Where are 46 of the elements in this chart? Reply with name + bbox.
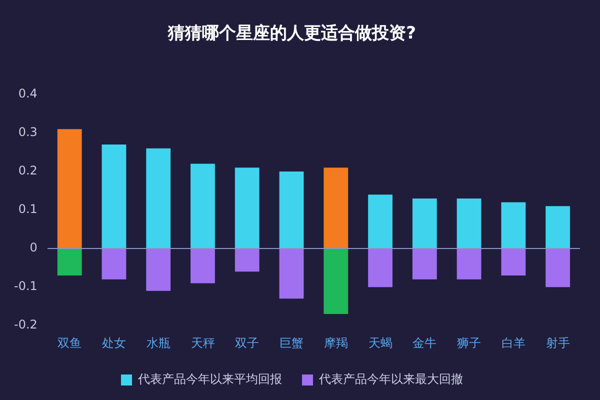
bar <box>279 171 304 248</box>
bar <box>57 129 82 248</box>
x-tick-label: 处女 <box>102 336 126 350</box>
y-tick-label: 0.2 <box>18 164 38 178</box>
bar <box>57 249 82 276</box>
bar <box>102 144 126 248</box>
x-tick-label: 天秤 <box>190 336 215 350</box>
x-tick-label: 双子 <box>235 336 260 350</box>
y-tick-label: -0.1 <box>14 279 38 294</box>
bar <box>412 198 437 248</box>
bar <box>102 249 126 280</box>
bar <box>324 168 348 248</box>
bar <box>501 202 526 248</box>
bar <box>324 249 348 314</box>
bar <box>190 164 215 248</box>
bar <box>146 249 171 291</box>
legend-label: 代表产品今年以来最大回撤 <box>318 372 463 386</box>
legend-label: 代表产品今年以来平均回报 <box>137 372 282 386</box>
x-tick-label: 摩羯 <box>324 336 348 350</box>
bar <box>190 249 215 284</box>
bar <box>234 168 260 248</box>
x-tick-label: 狮子 <box>457 336 482 350</box>
bar <box>546 249 570 288</box>
chart-title: 猜猜哪个星座的人更适合做投资? <box>167 24 416 44</box>
bar <box>501 249 526 276</box>
bar <box>368 249 392 288</box>
x-tick-label: 双鱼 <box>58 336 82 350</box>
y-tick-label: 0.4 <box>18 86 38 101</box>
y-tick-label: 0.1 <box>18 202 38 216</box>
bar <box>146 148 171 248</box>
x-tick-label: 射手 <box>546 336 570 350</box>
bar <box>412 249 437 280</box>
y-tick-label: 0.3 <box>18 125 38 140</box>
y-tick-label: -0.2 <box>14 318 38 332</box>
bar <box>234 249 260 272</box>
x-tick-label: 天蝎 <box>368 336 392 350</box>
bar <box>368 194 392 248</box>
bar <box>456 198 482 248</box>
x-tick-label: 巨蟹 <box>280 336 304 350</box>
x-tick-label: 金牛 <box>412 336 437 350</box>
bar <box>279 249 304 299</box>
x-tick-label: 水瓶 <box>146 336 170 350</box>
x-tick-label: 白羊 <box>501 336 526 350</box>
y-tick-label: 0 <box>30 240 38 255</box>
bar <box>456 249 482 280</box>
bar <box>546 206 570 248</box>
